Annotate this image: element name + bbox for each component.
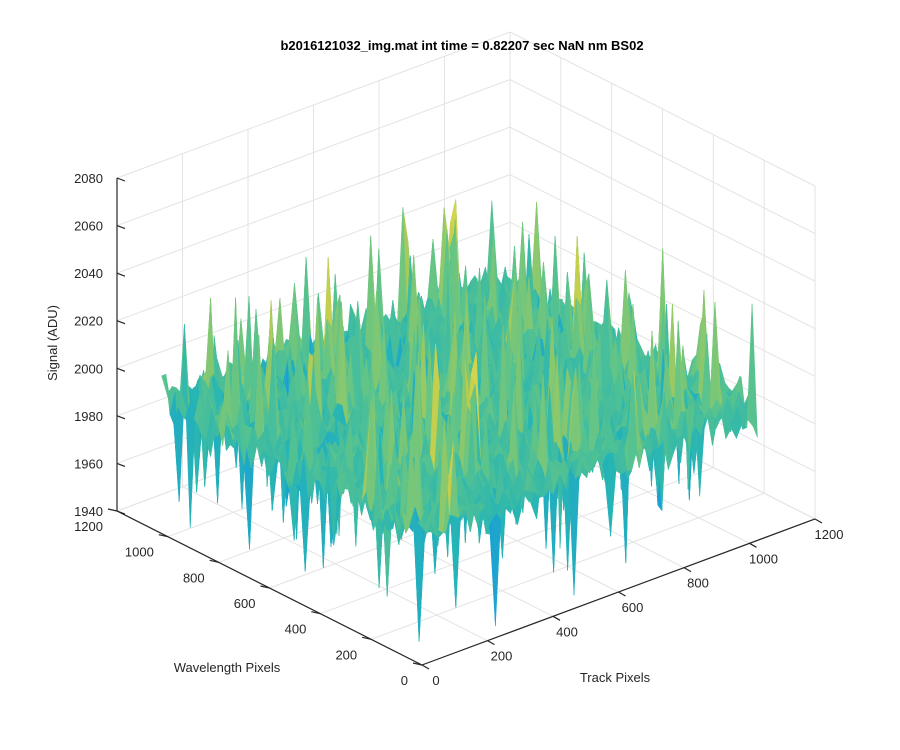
axes-lines: [107, 177, 823, 670]
x-tick-label: 0: [432, 673, 439, 688]
y-tick-label: 0: [401, 673, 408, 688]
z-tick-mark: [116, 367, 126, 372]
z-tick-mark: [116, 320, 126, 325]
x-tick-mark: [683, 567, 692, 573]
x-tick-label: 800: [687, 576, 709, 591]
z-tick-label: 2020: [74, 314, 103, 329]
back-wall-gridline: [116, 174, 511, 322]
tick-labels: 0 200 400 600 800 1000 1200 0 200 400 600 800 1000 12…: [74, 171, 843, 688]
x-tick-mark: [421, 664, 430, 670]
z-tick-label: 2080: [74, 171, 103, 186]
z-tick-mark: [116, 272, 126, 277]
z-tick-mark: [116, 415, 126, 420]
surface-cell: [173, 405, 184, 502]
z-tick-mark: [116, 225, 126, 230]
y-tick-label: 1200: [74, 519, 103, 534]
y-tick-label: 600: [234, 596, 256, 611]
z-tick-mark: [116, 510, 126, 515]
y-tick-mark: [260, 585, 270, 589]
side-wall-gridline: [509, 126, 816, 282]
y-tick-mark: [158, 534, 168, 538]
y-tick-mark: [412, 662, 423, 666]
y-tick-mark: [209, 559, 219, 563]
back-wall-gridline: [116, 126, 511, 274]
x-tick-mark: [749, 542, 757, 548]
x-tick-label: 600: [622, 600, 644, 615]
y-tick-label: 400: [285, 622, 307, 637]
y-tick-mark: [362, 636, 372, 640]
x-tick-label: 400: [556, 624, 578, 639]
z-tick-label: 1960: [74, 456, 103, 471]
x-tick-label: 1000: [749, 551, 778, 566]
z-tick-label: 2000: [74, 361, 103, 376]
floor-gridline: [320, 467, 714, 615]
x-tick-mark: [552, 615, 561, 621]
z-tick-label: 2060: [74, 219, 103, 234]
z-tick-label: 1980: [74, 409, 103, 424]
y-tick-label: 200: [335, 647, 357, 662]
z-tick-label: 2040: [74, 266, 103, 281]
y-tick-label: 800: [183, 570, 205, 585]
surface-mesh: [161, 199, 758, 642]
side-wall-gridline: [509, 79, 816, 235]
z-tick-mark: [116, 177, 126, 182]
chart-title: b2016121032_img.mat int time = 0.82207 s…: [280, 38, 643, 53]
y-tick-mark: [311, 611, 321, 615]
y-axis-label: Wavelength Pixels: [174, 660, 281, 675]
side-wall-gridline: [509, 31, 816, 187]
x-tick-label: 1200: [815, 527, 844, 542]
surface-cell: [511, 506, 522, 526]
x-tick-mark: [487, 640, 495, 646]
x-tick-mark: [814, 518, 823, 524]
x-tick-mark: [618, 591, 626, 597]
back-wall-gridline: [116, 79, 511, 227]
y-tick-mark: [107, 508, 118, 512]
z-tick-mark: [116, 462, 126, 467]
surface-cell: [619, 270, 630, 374]
x-axis-label: Track Pixels: [580, 670, 651, 685]
z-axis-label: Signal (ADU): [45, 305, 60, 381]
x-tick-label: 200: [491, 649, 513, 664]
y-tick-label: 1000: [125, 545, 154, 560]
surface-cell: [417, 520, 428, 534]
back-wall-gridline: [116, 31, 511, 179]
z-tick-label: 1940: [74, 504, 103, 519]
